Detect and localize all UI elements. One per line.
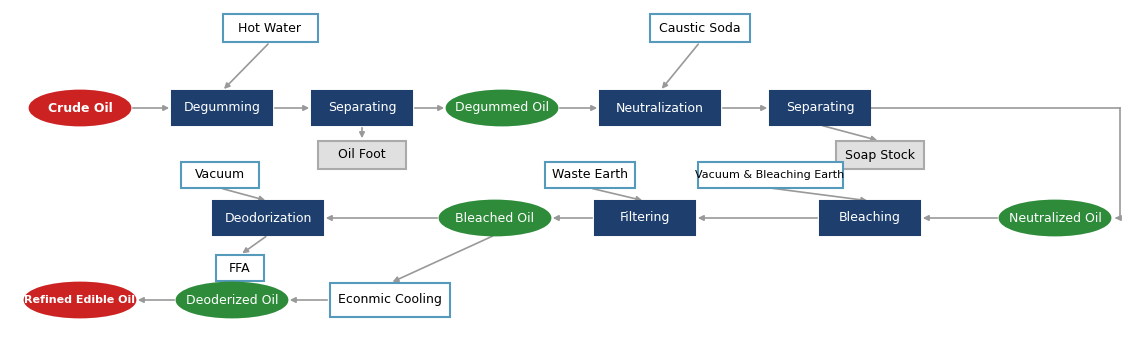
Text: Degummed Oil: Degummed Oil — [455, 101, 549, 114]
FancyBboxPatch shape — [600, 91, 720, 125]
Text: Neutralization: Neutralization — [616, 101, 703, 114]
Ellipse shape — [25, 283, 135, 317]
FancyBboxPatch shape — [698, 162, 842, 188]
Text: Soap Stock: Soap Stock — [845, 148, 915, 161]
FancyBboxPatch shape — [545, 162, 635, 188]
Text: Filtering: Filtering — [620, 212, 670, 225]
Ellipse shape — [177, 283, 287, 317]
Text: Oil Foot: Oil Foot — [339, 148, 385, 161]
Text: Refined Edible Oil: Refined Edible Oil — [24, 295, 136, 305]
Text: Separating: Separating — [328, 101, 397, 114]
Text: Deodorization: Deodorization — [225, 212, 311, 225]
FancyBboxPatch shape — [820, 201, 920, 235]
Ellipse shape — [30, 91, 130, 125]
Text: Vacuum: Vacuum — [195, 168, 245, 181]
Text: Waste Earth: Waste Earth — [552, 168, 628, 181]
FancyBboxPatch shape — [215, 255, 264, 281]
FancyBboxPatch shape — [318, 141, 406, 169]
Bar — [0, 215, 195, 351]
Text: Neutralized Oil: Neutralized Oil — [1009, 212, 1101, 225]
Text: Econmic Cooling: Econmic Cooling — [339, 293, 442, 306]
FancyBboxPatch shape — [172, 91, 272, 125]
FancyBboxPatch shape — [595, 201, 695, 235]
Text: Separating: Separating — [785, 101, 854, 114]
Text: Degumming: Degumming — [184, 101, 260, 114]
Ellipse shape — [447, 91, 557, 125]
FancyBboxPatch shape — [213, 201, 323, 235]
Text: Bleaching: Bleaching — [839, 212, 901, 225]
FancyBboxPatch shape — [770, 91, 870, 125]
Text: Bleached Oil: Bleached Oil — [456, 212, 535, 225]
Text: Deoderized Oil: Deoderized Oil — [186, 293, 278, 306]
Text: Vacuum & Bleaching Earth: Vacuum & Bleaching Earth — [695, 170, 845, 180]
FancyBboxPatch shape — [312, 91, 412, 125]
Text: FFA: FFA — [229, 261, 251, 274]
Ellipse shape — [440, 201, 549, 235]
Text: Caustic Soda: Caustic Soda — [659, 21, 741, 34]
FancyBboxPatch shape — [329, 283, 450, 317]
Ellipse shape — [1000, 201, 1110, 235]
FancyBboxPatch shape — [181, 162, 259, 188]
FancyBboxPatch shape — [650, 14, 750, 42]
Text: Hot Water: Hot Water — [238, 21, 301, 34]
FancyBboxPatch shape — [222, 14, 318, 42]
FancyBboxPatch shape — [836, 141, 925, 169]
Text: Crude Oil: Crude Oil — [48, 101, 113, 114]
